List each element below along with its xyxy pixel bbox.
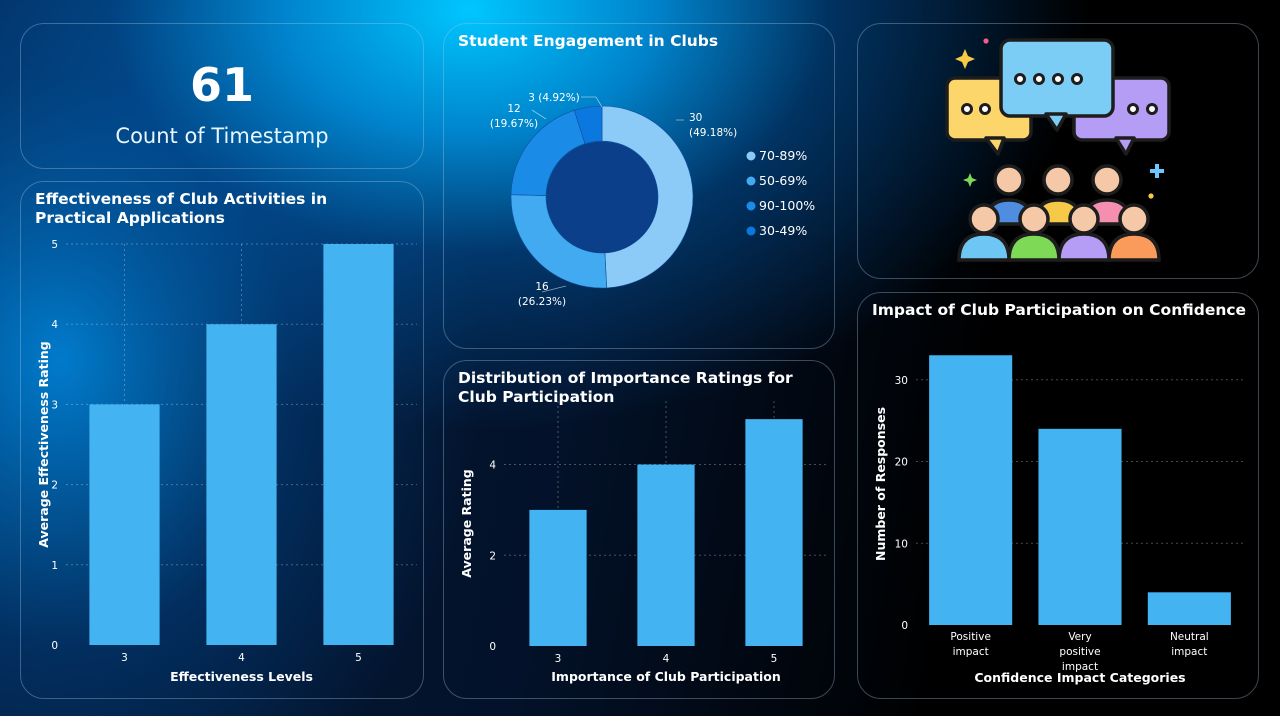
importance-bar-chart: 0 2 4 3 4 5 Importance of Club Participation Av… (459, 401, 828, 684)
y-tick-label: 20 (895, 457, 908, 469)
legend-label: 30-49% (759, 223, 807, 238)
x-tick-label: 3 (121, 652, 128, 664)
x-tick-label: 4 (663, 653, 670, 665)
x-tick-label: 5 (771, 653, 778, 665)
confidence-bar-chart: 0 10 20 30 Positive impact Very positive impact N… (873, 355, 1244, 685)
donut-hole (546, 141, 658, 253)
bar (745, 419, 803, 646)
dot-icon (1148, 193, 1154, 199)
slice-data-label: 16 (535, 281, 549, 293)
legend-label: 50-69% (759, 173, 807, 188)
kpi-label: Count of Timestamp (115, 124, 329, 148)
sparkle-icon (963, 173, 977, 187)
leader-line (531, 109, 547, 120)
y-tick-label: 10 (895, 538, 908, 550)
slice-data-label: 3 (4.92%) (528, 92, 580, 104)
slice-data-label: (26.23%) (518, 296, 566, 308)
y-axis-title: Number of Responses (873, 407, 888, 561)
x-tick-label: 4 (238, 652, 245, 664)
x-tick-label: positive (1059, 646, 1100, 658)
importance-chart-title: Distribution of Importance Ratings for C… (458, 369, 793, 406)
bar (323, 244, 394, 645)
plus-icon (1150, 164, 1164, 178)
y-tick-label: 0 (489, 641, 496, 653)
legend-marker (746, 201, 756, 211)
confidence-chart-title: Impact of Club Participation on Confiden… (872, 301, 1247, 319)
engagement-donut-chart: 30 (49.18%) 16 (26.23%) 12 (19.67%) 3 (4.92%) 7… (490, 92, 815, 308)
y-tick-label: 3 (51, 399, 58, 411)
legend-label: 90-100% (759, 198, 815, 213)
x-axis-title: Confidence Impact Categories (974, 670, 1185, 685)
x-axis-title: Effectiveness Levels (170, 669, 313, 684)
y-tick-label: 2 (489, 550, 496, 562)
y-tick-label: 1 (51, 560, 58, 572)
bar (1038, 428, 1122, 625)
person-icon (957, 203, 1011, 262)
y-tick-label: 5 (51, 239, 58, 251)
person-icon (1007, 203, 1061, 262)
illustration-card (857, 23, 1259, 279)
sparkle-icon (955, 49, 975, 69)
person-icon (1057, 203, 1111, 262)
x-tick-label: Very (1068, 631, 1091, 643)
donut-slice (573, 105, 603, 145)
legend-marker (746, 226, 756, 236)
leader-line (581, 96, 603, 108)
slice-data-label: 12 (507, 103, 520, 115)
x-tick-label: impact (1171, 646, 1207, 658)
x-tick-label: 3 (555, 653, 562, 665)
confidence-chart-card: Impact of Club Participation on Confiden… (857, 292, 1259, 699)
effectiveness-chart-title: Effectiveness of Club Activities in Prac… (35, 190, 328, 227)
x-axis-title: Importance of Club Participation (551, 669, 780, 684)
x-tick-label: Neutral (1170, 631, 1209, 643)
engagement-chart-card: Student Engagement in Clubs 30 (49.18%) 16… (443, 23, 835, 349)
y-tick-label: 0 (901, 620, 908, 632)
y-tick-label: 30 (895, 375, 908, 387)
effectiveness-bar-chart: 0 1 2 3 4 5 3 4 5 Effectiveness Levels Average Eff… (36, 239, 417, 684)
x-tick-label: 5 (355, 652, 362, 664)
slice-data-label: 30 (689, 112, 702, 124)
y-tick-label: 4 (489, 460, 496, 472)
x-tick-label: impact (1062, 661, 1098, 673)
chat-bubble-icon (999, 38, 1115, 132)
y-tick-label: 4 (51, 319, 58, 331)
bar (206, 324, 277, 645)
club-discussion-illustration (945, 38, 1171, 262)
bar (89, 404, 160, 645)
bar (529, 509, 587, 646)
donut-slice (601, 105, 694, 289)
bar (929, 355, 1013, 625)
slice-data-label: (19.67%) (490, 118, 538, 130)
dot-icon (983, 38, 989, 44)
leader-line (541, 285, 567, 293)
y-tick-label: 2 (51, 480, 58, 492)
bar (1147, 592, 1231, 625)
y-axis-title: Average Rating (459, 469, 474, 577)
legend-marker (746, 151, 756, 161)
importance-chart-card: Distribution of Importance Ratings for C… (443, 360, 835, 699)
bar (637, 464, 695, 646)
legend-label: 70-89% (759, 148, 807, 163)
kpi-card: 61 Count of Timestamp (20, 23, 424, 169)
effectiveness-chart-card: Effectiveness of Club Activities in Prac… (20, 181, 424, 699)
slice-data-label: (49.18%) (689, 127, 737, 139)
kpi-value: 61 (189, 58, 254, 112)
person-icon (1107, 203, 1161, 262)
x-tick-label: Positive (950, 631, 990, 643)
legend-marker (746, 176, 756, 186)
engagement-chart-title: Student Engagement in Clubs (458, 32, 719, 50)
x-tick-label: impact (953, 646, 989, 658)
y-tick-label: 0 (51, 640, 58, 652)
y-axis-title: Average Effectiveness Rating (36, 341, 51, 547)
